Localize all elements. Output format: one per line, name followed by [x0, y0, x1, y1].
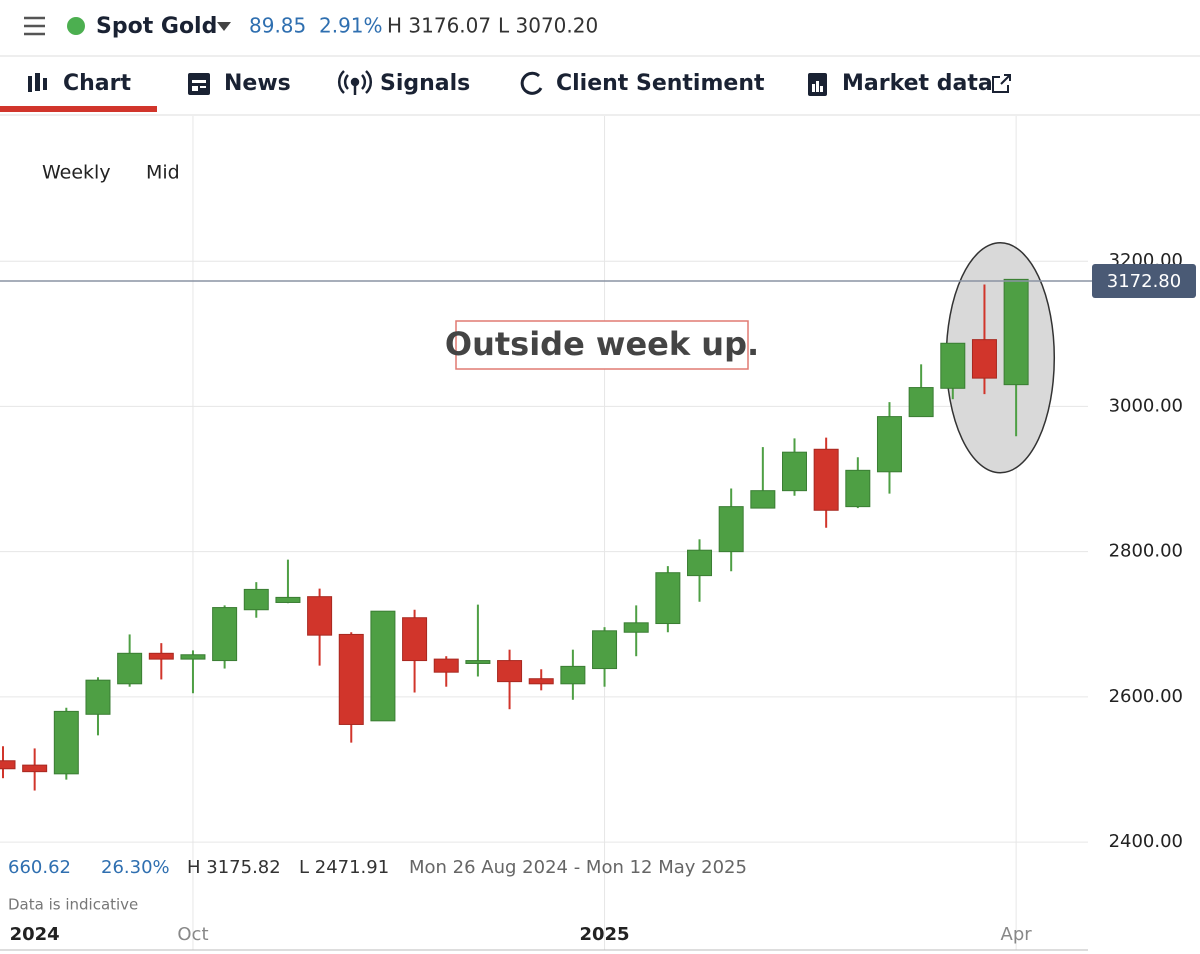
- candle-body: [53, 710, 79, 775]
- external-link-icon[interactable]: [992, 74, 1011, 93]
- candle-body: [623, 622, 649, 633]
- x-tick-label: Apr: [1001, 924, 1033, 945]
- y-tick-label: 2800.00: [1109, 541, 1183, 562]
- date-range: Mon 26 Aug 2024 - Mon 12 May 2025: [409, 857, 747, 878]
- candle-body: [876, 416, 902, 473]
- candle-body: [338, 633, 364, 725]
- interval-control[interactable]: Weekly: [42, 162, 111, 184]
- candle-body: [655, 572, 681, 625]
- candle-body: [117, 652, 143, 685]
- chart-icon: [28, 73, 47, 92]
- range-low: L 2471.91: [299, 857, 389, 878]
- candle-body: [718, 506, 744, 553]
- header: Spot Gold 89.85 2.91% H 3176.07 L 3070.2…: [0, 14, 1200, 57]
- candle-body: [370, 610, 396, 722]
- candle-body: [497, 660, 523, 683]
- y-tick-label: 3000.00: [1109, 395, 1183, 416]
- y-tick-label: 2600.00: [1109, 686, 1183, 707]
- x-tick-label: Oct: [177, 924, 208, 945]
- candle-body: [307, 596, 333, 636]
- tabs: Chart News Signals Client Sentiment Mark…: [0, 70, 1200, 116]
- candle-body: [528, 678, 554, 685]
- market-icon: [808, 73, 827, 96]
- price-change: 89.85: [249, 14, 306, 38]
- candle-body: [0, 760, 16, 770]
- signals-icon: [337, 70, 373, 95]
- range-change-pct: 26.30%: [101, 857, 170, 878]
- range-change: 660.62: [8, 857, 71, 878]
- low: L 3070.20: [498, 14, 598, 38]
- candle-body: [1003, 278, 1029, 386]
- instrument-name[interactable]: Spot Gold: [96, 14, 217, 39]
- news-icon: [188, 73, 210, 95]
- candle-body: [592, 630, 618, 670]
- candle-body: [971, 339, 997, 379]
- candle-body: [22, 764, 48, 773]
- candle-body: [687, 549, 713, 577]
- candle-body: [465, 660, 491, 664]
- x-tick-label: 2024: [10, 924, 60, 945]
- candle-body: [243, 588, 269, 611]
- candle-body: [148, 652, 174, 660]
- annotation-box: [455, 320, 749, 370]
- range-high: H 3175.82: [187, 857, 281, 878]
- candle-body: [275, 596, 301, 603]
- y-tick-label: 2400.00: [1109, 831, 1183, 852]
- candle-body: [560, 665, 586, 685]
- tab[interactable]: Client Sentiment: [556, 71, 765, 96]
- price-change-pct: 2.91%: [319, 14, 383, 38]
- candle-body: [845, 469, 871, 508]
- annotation: Outside week up.: [445, 325, 759, 363]
- tab[interactable]: News: [224, 71, 291, 96]
- candle-body: [212, 607, 238, 662]
- footnote: Data is indicative: [8, 896, 138, 914]
- last-price-box: [1092, 263, 1196, 298]
- dropdown-arrow[interactable]: [217, 22, 231, 31]
- menu-icon[interactable]: [24, 16, 45, 36]
- active-tab-underline: [0, 106, 157, 112]
- price-type-control[interactable]: Mid: [146, 162, 180, 184]
- candle-body: [433, 658, 459, 673]
- status-dot: [67, 17, 85, 35]
- x-tick-label: 2025: [579, 924, 629, 945]
- candle-body: [402, 617, 428, 662]
- tab[interactable]: Signals: [380, 71, 470, 96]
- sentiment-icon: [520, 71, 543, 95]
- candle-body: [750, 490, 776, 509]
- tab[interactable]: Chart: [63, 71, 132, 96]
- high: H 3176.07: [387, 14, 491, 38]
- candle-body: [782, 451, 807, 492]
- candle-body: [940, 342, 966, 389]
- candle-body: [180, 654, 206, 660]
- last-price-label: 3172.80: [1107, 271, 1181, 292]
- candle-body: [908, 387, 934, 418]
- tab[interactable]: Market data: [842, 71, 993, 96]
- candle-body: [813, 448, 839, 511]
- candle-body: [85, 679, 111, 715]
